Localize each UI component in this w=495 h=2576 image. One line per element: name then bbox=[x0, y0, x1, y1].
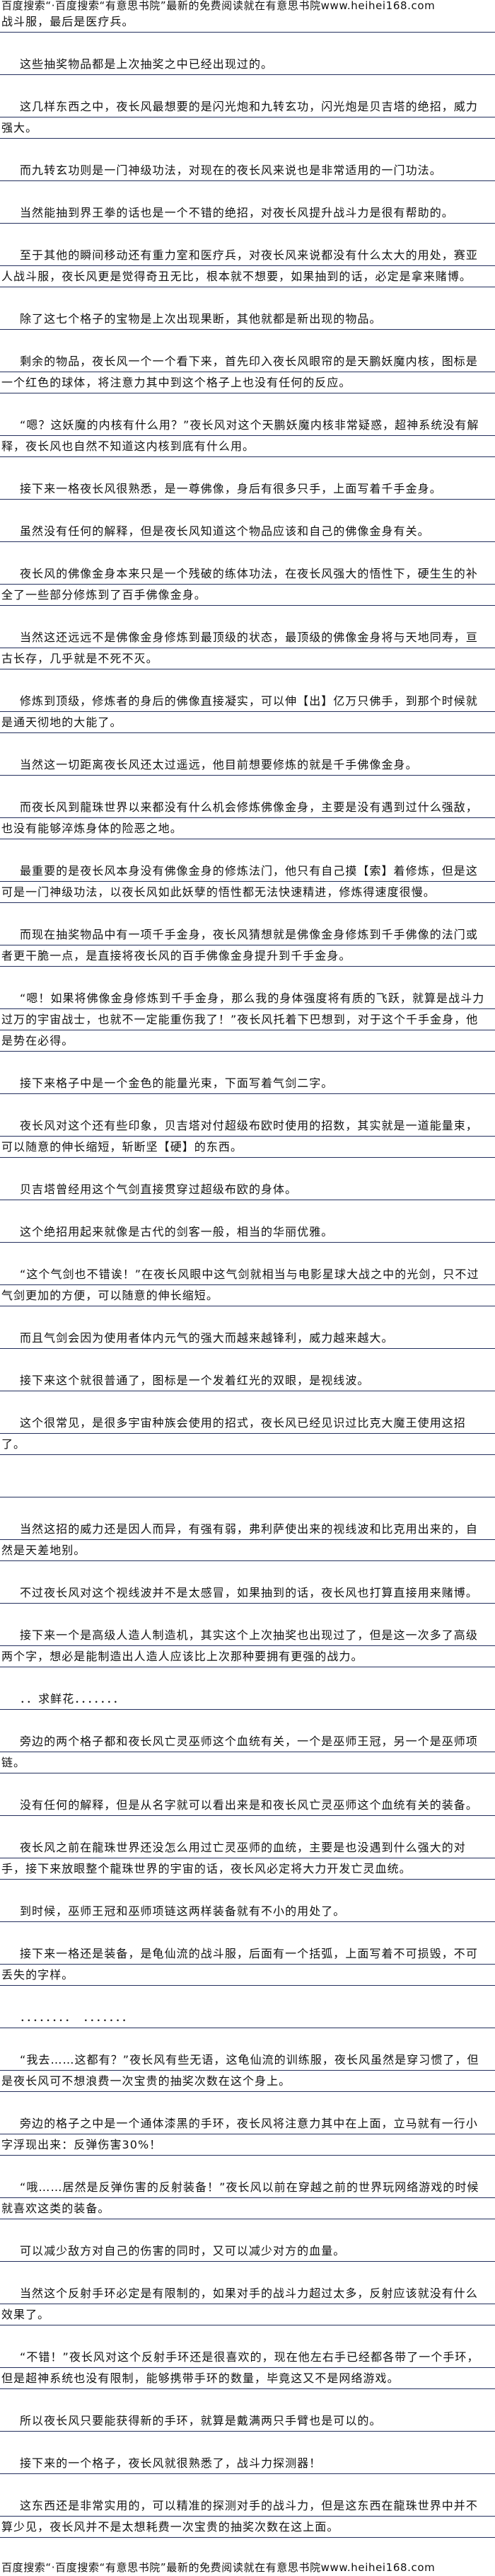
paragraph: 当然能抽到界王拳的话也是一个不错的绝招，对夜长风提升战斗力是很有帮助的。 bbox=[0, 202, 495, 224]
paragraph: 接下来这个就很普通了，图标是一个发着红光的双眼，是视线波。 bbox=[0, 1370, 495, 1391]
paragraph: 接下来的一个格子，夜长风就很熟悉了，战斗力探测器！ bbox=[0, 2453, 495, 2474]
paragraph: 而九转玄功则是一门神级功法，对现在的夜长风来说也是非常适用的一门功法。 bbox=[0, 160, 495, 181]
paragraph: ．．求鲜花．．．．．．． bbox=[0, 1689, 495, 1710]
paragraph: 这几样东西之中，夜长风最想要的是闪光炮和九转玄功，闪光炮是贝吉塔的绝招，威力强大… bbox=[0, 96, 495, 139]
paragraph: “这个气剑也不错诶！”在夜长风眼中这气剑就相当与电影星球大战之中的光剑，只不过气… bbox=[0, 1264, 495, 1306]
paragraph: 修炼到顶级，修炼者的身后的佛像直接凝实，可以伸【出】亿万只佛手，到那个时候就是通… bbox=[0, 691, 495, 733]
empty-paragraph bbox=[0, 1476, 495, 1497]
paragraph: 而现在抽奖物品中有一项千手金身，夜长风猜想就是佛像金身修炼到千手佛像的法门或者更… bbox=[0, 924, 495, 967]
paragraph: 接下来格子中是一个金色的能量光束，下面写着气剑二字。 bbox=[0, 1073, 495, 1094]
paragraph: 可以减少敌方对自己的伤害的同时，又可以减少对方的血量。 bbox=[0, 2241, 495, 2262]
paragraph: 旁边的格子之中是一个通体漆黑的手环，夜长风将注意力其中在上面，立马就有一行小字浮… bbox=[0, 2113, 495, 2156]
paragraph: 虽然没有任何的解释，但是夜长风知道这个物品应该和自己的佛像金身有关。 bbox=[0, 521, 495, 542]
paragraph: ．．．．．．．． ．．．．．．． bbox=[0, 2007, 495, 2028]
paragraph: 旁边的两个格子都和夜长风亡灵巫师这个血统有关，一个是巫师王冠，另一个是巫师项链。 bbox=[0, 1731, 495, 1773]
paragraph: 贝吉塔曾经用这个气剑直接贯穿过超级布欧的身体。 bbox=[0, 1179, 495, 1200]
paragraph: 当然这招的威力还是因人而异，有强有弱，弗利萨使出来的视线波和比克用出来的，自然是… bbox=[0, 1519, 495, 1561]
paragraph: 当然这个反射手环必定是有限制的，如果对手的战斗力超过太多，反射应该就没有什么效果… bbox=[0, 2283, 495, 2325]
paragraph: 而夜长风到龍珠世界以来都没有什么机会修炼佛像金身，主要是没有遇到过什么强敌，也没… bbox=[0, 797, 495, 839]
paragraph: 所以夜长风只要能获得新的手环，就算是戴满两只手臂也是可以的。 bbox=[0, 2410, 495, 2432]
paragraph: 至于其他的瞬间移动还有重力室和医疗兵，对夜长风来说都没有什么太大的用处，赛亚人战… bbox=[0, 245, 495, 287]
paragraph: 这个绝招用起来就像是古代的剑客一般，相当的华丽优雅。 bbox=[0, 1221, 495, 1243]
site-banner-top: 百度搜索“·百度搜索“有意思书院”最新的免费阅读就在有意思书院www.heihe… bbox=[1, 0, 436, 11]
paragraph: 不过夜长风对这个视线波并不是太感冒，如果抽到的话，夜长风也打算直接用来赌博。 bbox=[0, 1582, 495, 1604]
paragraph: 这些抽奖物品都是上次抽奖之中已经出现过的。 bbox=[0, 54, 495, 75]
paragraph: 当然这一切距离夜长风还太过遥远，他目前想要修炼的就是千手佛像金身。 bbox=[0, 754, 495, 776]
paragraph: 战斗服，最后是医疗兵。 bbox=[0, 11, 495, 33]
paragraph: 当然这还远远不是佛像金身修炼到最顶级的状态，最顶级的佛像金身将与天地同寿，亘古长… bbox=[0, 627, 495, 669]
paragraph: 夜长风对这个还有些印象，贝吉塔对付超级布欧时使用的招数，其实就是一道能量束，可以… bbox=[0, 1115, 495, 1158]
paragraph: 这东西还是非常实用的，可以精准的探测对手的战斗力，但是这东西在龍珠世界中并不算少… bbox=[0, 2495, 495, 2538]
paragraph: “嗯！如果将佛像金身修炼到千手金身，那么我的身体强度将有质的飞跃，就算是战斗力过… bbox=[0, 988, 495, 1052]
paragraph: 夜长风之前在龍珠世界还没怎么用过亡灵巫师的血统，主要是也没遇到什么强大的对手，接… bbox=[0, 1837, 495, 1880]
paragraph: 没有任何的解释，但是从名字就可以看出来是和夜长风亡灵巫师这个血统有关的装备。 bbox=[0, 1795, 495, 1816]
paragraph: 接下来一格还是装备，是龟仙流的战斗服，后面有一个括弧，上面写着不可损毁，不可丢失… bbox=[0, 1943, 495, 1986]
paragraph: 这个很常见，是很多宇宙种族会使用的招式，夜长风已经见识过比克大魔王使用这招了。 bbox=[0, 1413, 495, 1455]
paragraph: 夜长风的佛像金身本来只是一个残破的练体功法，在夜长风强大的悟性下，硬生生的补全了… bbox=[0, 563, 495, 606]
paragraph: 剩余的物品，夜长风一个一个看下来，首先印入夜长风眼帘的是天鹏妖魔内核，图标是一个… bbox=[0, 351, 495, 393]
paragraph: 而且气剑会因为使用者体内元气的强大而越来越锋利，威力越来越大。 bbox=[0, 1328, 495, 1349]
paragraph: 最重要的是夜长风本身没有佛像金身的修炼法门，他只有自己摸【索】着修炼，但是这可是… bbox=[0, 861, 495, 903]
paragraph: 接下来一格夜长风很熟悉，是一尊佛像，身后有很多只手，上面写着千手金身。 bbox=[0, 478, 495, 500]
site-banner-bottom: 百度搜索“·百度搜索“有意思书院”最新的免费阅读就在有意思书院www.heihe… bbox=[1, 2561, 436, 2574]
paragraph: “哦……居然是反弹伤害的反射装备！”夜长风以前在穿越之前的世界玩网络游戏的时候就… bbox=[0, 2177, 495, 2219]
paragraph: “不错！”夜长风对这个反射手环还是很喜欢的，现在他左右手已经都各带了一个手环，但… bbox=[0, 2347, 495, 2389]
paragraph: 除了这七个格子的宝物是上次出现果断，其他就都是新出现的物品。 bbox=[0, 309, 495, 330]
paragraph: “我去……这都有？”夜长风有些无语，这龟仙流的训练服，夜长风虽然是穿习惯了，但是… bbox=[0, 2049, 495, 2092]
paragraph: “嗯？这妖魔的内核有什么用？”夜长风对这个天鹏妖魔内核非常疑惑，超神系统没有解释… bbox=[0, 415, 495, 457]
chapter-text: 战斗服，最后是医疗兵。 这些抽奖物品都是上次抽奖之中已经出现过的。这几样东西之中，… bbox=[0, 11, 495, 2538]
paragraph: 接下来一个是高级人造人制造机，其实这个上次抽奖也出现过了，但是这一次多了高级两个… bbox=[0, 1625, 495, 1667]
paragraph: 到时候，巫师王冠和巫师项链这两样装备就有不小的用处了。 bbox=[0, 1901, 495, 1922]
